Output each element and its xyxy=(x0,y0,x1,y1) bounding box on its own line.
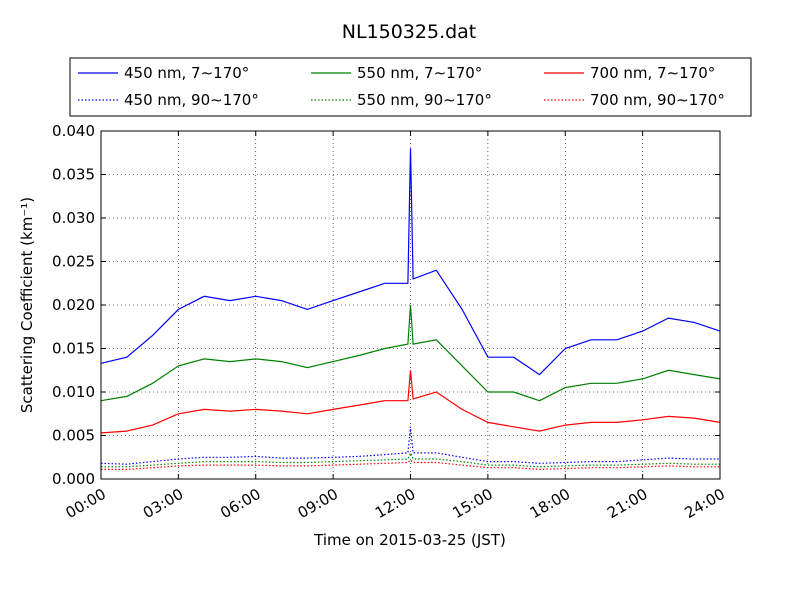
legend-label: 700 nm, 90∼170° xyxy=(590,91,725,109)
x-tick-label: 03:00 xyxy=(140,485,186,522)
y-tick-label: 0.040 xyxy=(52,122,95,140)
legend-label: 450 nm, 90∼170° xyxy=(124,91,259,109)
legend-label: 550 nm, 90∼170° xyxy=(357,91,492,109)
legend-label: 700 nm, 7∼170° xyxy=(590,64,715,82)
legend-label: 450 nm, 7∼170° xyxy=(124,64,249,82)
x-tick-label: 06:00 xyxy=(217,485,263,522)
legend xyxy=(69,57,752,117)
y-axis-label: Scattering Coefficient (km⁻¹) xyxy=(18,197,36,413)
x-tick-label: 00:00 xyxy=(63,485,109,522)
series-line xyxy=(101,451,720,468)
x-tick-label: 24:00 xyxy=(682,485,728,522)
x-axis-label: Time on 2015-03-25 (JST) xyxy=(313,531,506,549)
y-tick-label: 0.020 xyxy=(52,296,95,314)
series-line xyxy=(100,148,721,376)
x-tick-label: 21:00 xyxy=(604,485,650,522)
y-tick-label: 0.025 xyxy=(52,253,95,271)
series-line xyxy=(100,304,721,402)
x-tick-label: 12:00 xyxy=(372,485,418,522)
y-tick-label: 0.015 xyxy=(52,340,95,358)
y-tick-label: 0.005 xyxy=(52,427,95,445)
series-line xyxy=(100,370,721,434)
x-tick-label: 15:00 xyxy=(449,485,495,522)
series-group xyxy=(100,148,721,471)
y-tick-label: 0.035 xyxy=(52,166,95,184)
y-tick-label: 0.010 xyxy=(52,383,95,401)
chart-title: NL150325.dat xyxy=(342,21,477,43)
legend-label: 550 nm, 7∼170° xyxy=(357,64,482,82)
x-tick-label: 18:00 xyxy=(527,485,573,522)
y-tick-label: 0.030 xyxy=(52,209,95,227)
x-tick-label: 09:00 xyxy=(295,485,341,522)
y-tick-label: 0.000 xyxy=(52,470,95,488)
legend-items: 450 nm, 7∼170° 550 nm, 7∼170° 700 nm, 7∼17… xyxy=(78,64,725,109)
series-line xyxy=(100,426,720,465)
